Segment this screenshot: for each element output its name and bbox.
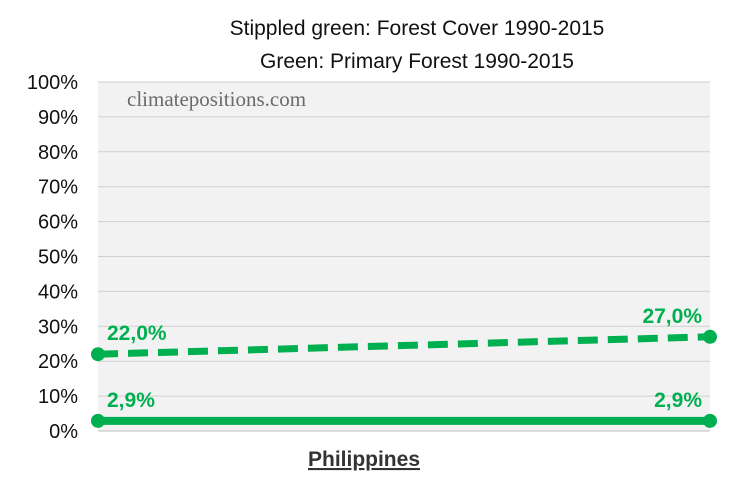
series-point-primary_forest <box>91 413 105 428</box>
y-tick-label: 40% <box>38 281 78 303</box>
series-point-forest_cover <box>703 329 717 344</box>
data-label-primary_forest: 2,9% <box>654 389 702 412</box>
y-tick-label: 30% <box>38 316 78 338</box>
y-tick-label: 0% <box>49 421 78 443</box>
series-point-primary_forest <box>703 413 717 428</box>
y-tick-label: 10% <box>38 386 78 408</box>
chart-title-line-2: Green: Primary Forest 1990-2015 <box>260 50 574 73</box>
watermark-text: climatepositions.com <box>127 87 306 111</box>
y-tick-label: 70% <box>38 177 78 199</box>
data-label-forest_cover: 27,0% <box>642 305 702 328</box>
gridlines <box>98 81 710 397</box>
series-point-forest_cover <box>91 347 105 362</box>
series-layer: 22,0% 27,0% 2,9% 2,9% <box>91 305 717 428</box>
y-tick-label: 50% <box>38 247 78 269</box>
y-tick-label: 20% <box>38 351 78 373</box>
y-axis-ticks: 0% 10% 20% 30% 40% 50% 60% 70% 80% 90% 100% <box>27 72 78 443</box>
y-tick-label: 60% <box>38 212 78 234</box>
data-label-primary_forest: 2,9% <box>107 389 155 412</box>
y-tick-label: 80% <box>38 142 78 164</box>
y-tick-label: 90% <box>38 107 78 129</box>
chart-title-line-1: Stippled green: Forest Cover 1990-2015 <box>230 17 605 40</box>
data-label-forest_cover: 22,0% <box>107 322 167 345</box>
series-line-forest_cover <box>97 333 711 358</box>
y-tick-label: 100% <box>27 72 78 94</box>
x-category-label: Philippines <box>308 448 420 471</box>
